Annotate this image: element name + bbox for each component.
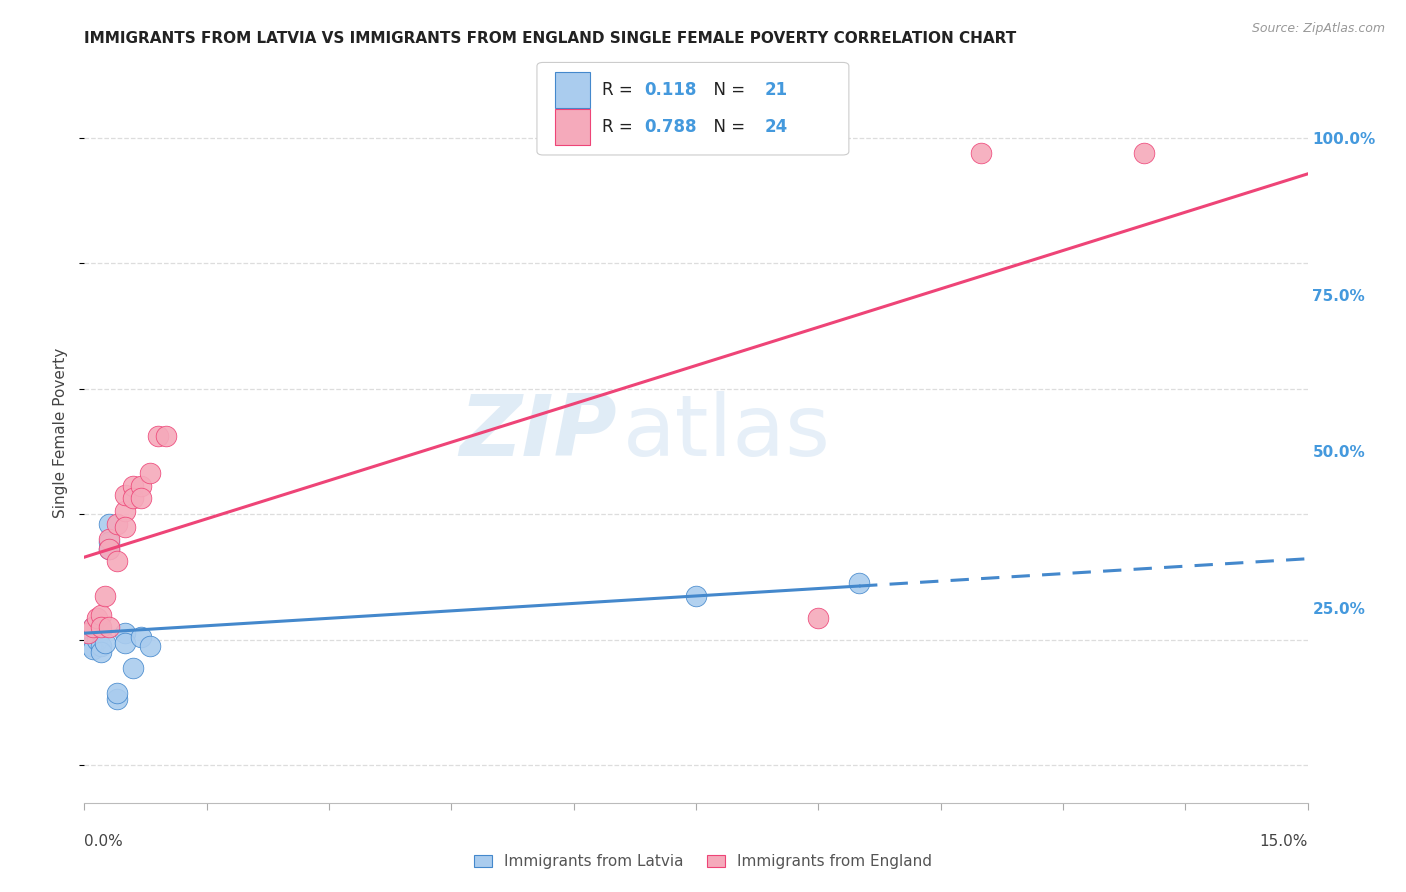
Point bbox=[848, 576, 870, 591]
Point bbox=[122, 479, 145, 493]
FancyBboxPatch shape bbox=[537, 62, 849, 155]
Point bbox=[97, 535, 120, 549]
Point bbox=[97, 620, 120, 634]
Text: 0.0%: 0.0% bbox=[84, 834, 124, 849]
Point bbox=[80, 639, 103, 653]
Point bbox=[93, 636, 117, 650]
Point bbox=[114, 520, 136, 534]
Point bbox=[77, 626, 100, 640]
Point bbox=[138, 639, 160, 653]
Text: atlas: atlas bbox=[623, 391, 831, 475]
Text: 0.788: 0.788 bbox=[644, 118, 697, 136]
Point bbox=[90, 607, 112, 622]
Text: IMMIGRANTS FROM LATVIA VS IMMIGRANTS FROM ENGLAND SINGLE FEMALE POVERTY CORRELAT: IMMIGRANTS FROM LATVIA VS IMMIGRANTS FRO… bbox=[84, 31, 1017, 46]
Point bbox=[146, 429, 169, 443]
Point bbox=[82, 620, 104, 634]
Legend: Immigrants from Latvia, Immigrants from England: Immigrants from Latvia, Immigrants from … bbox=[468, 848, 938, 875]
Point bbox=[77, 630, 100, 644]
Text: N =: N = bbox=[703, 118, 751, 136]
FancyBboxPatch shape bbox=[555, 109, 589, 145]
Point bbox=[122, 661, 145, 675]
Point bbox=[86, 611, 108, 625]
Point bbox=[86, 632, 108, 647]
Point bbox=[97, 541, 120, 556]
Point bbox=[97, 516, 120, 531]
Point bbox=[155, 429, 177, 443]
Point bbox=[97, 541, 120, 556]
Point bbox=[114, 636, 136, 650]
Point bbox=[105, 686, 128, 700]
FancyBboxPatch shape bbox=[555, 72, 589, 108]
Text: R =: R = bbox=[602, 118, 638, 136]
Text: 15.0%: 15.0% bbox=[1260, 834, 1308, 849]
Point bbox=[82, 642, 104, 657]
Point bbox=[90, 645, 112, 659]
Point bbox=[105, 516, 128, 531]
Point bbox=[131, 630, 153, 644]
Text: R =: R = bbox=[602, 81, 638, 99]
Y-axis label: Single Female Poverty: Single Female Poverty bbox=[53, 348, 69, 517]
Point bbox=[685, 589, 707, 603]
Point bbox=[105, 692, 128, 706]
Point bbox=[82, 620, 104, 634]
Point bbox=[105, 554, 128, 568]
Point bbox=[114, 488, 136, 502]
Point bbox=[970, 146, 993, 161]
Text: ZIP: ZIP bbox=[458, 391, 616, 475]
Point bbox=[90, 620, 112, 634]
Point bbox=[138, 467, 160, 481]
Point bbox=[90, 624, 112, 638]
Point bbox=[122, 491, 145, 506]
Point bbox=[93, 589, 117, 603]
Text: 21: 21 bbox=[765, 81, 787, 99]
Point bbox=[131, 491, 153, 506]
Point bbox=[90, 639, 112, 653]
Point bbox=[114, 504, 136, 518]
Point bbox=[1133, 146, 1156, 161]
Point bbox=[131, 479, 153, 493]
Point bbox=[807, 611, 830, 625]
Text: 24: 24 bbox=[765, 118, 787, 136]
Point bbox=[97, 533, 120, 547]
Text: Source: ZipAtlas.com: Source: ZipAtlas.com bbox=[1251, 22, 1385, 36]
Text: N =: N = bbox=[703, 81, 751, 99]
Point bbox=[114, 626, 136, 640]
Text: 0.118: 0.118 bbox=[644, 81, 697, 99]
